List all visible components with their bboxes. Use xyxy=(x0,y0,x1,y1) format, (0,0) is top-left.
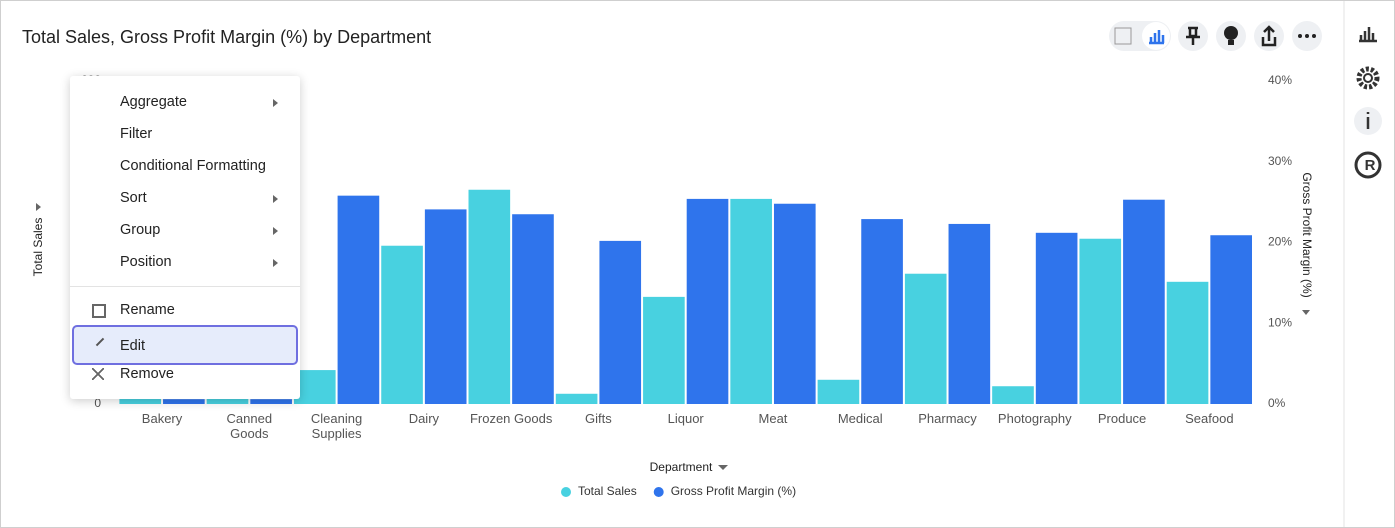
bar xyxy=(730,198,772,404)
menu-item[interactable]: Aggregate xyxy=(70,86,300,118)
x-tick-label: Dairy xyxy=(408,411,440,426)
x-axis-caret[interactable] xyxy=(718,465,728,470)
context-menu: Aggregate Filter Conditional Formatting Sor… xyxy=(70,76,300,399)
submenu-arrow xyxy=(273,227,278,235)
y-axis-caret[interactable] xyxy=(36,203,41,211)
menu-item[interactable]: Position xyxy=(70,246,300,278)
y2-tick-label: 10% xyxy=(1268,315,1292,329)
menu-item-label: Conditional Formatting xyxy=(120,158,266,174)
y2-tick-label: 40% xyxy=(1268,73,1292,87)
share-icon xyxy=(1261,25,1277,47)
bar xyxy=(599,240,642,404)
x-tick-label: Bakery xyxy=(141,411,183,426)
menu-item-label: Position xyxy=(120,254,172,270)
chart-icon[interactable] xyxy=(1149,30,1165,45)
submenu-arrow xyxy=(273,259,278,267)
x-tick-label: Gifts xyxy=(585,411,612,426)
x-tick-label: Meat xyxy=(758,411,788,426)
x-tick-label: Liquor xyxy=(667,411,704,426)
bar xyxy=(512,214,554,404)
bar xyxy=(643,296,685,404)
menu-item-label: Rename xyxy=(120,302,175,318)
dot xyxy=(1298,34,1302,38)
bar xyxy=(381,245,423,404)
menu-item[interactable]: Remove xyxy=(70,358,300,390)
menu-item[interactable]: Filter xyxy=(70,118,300,150)
x-tick-label: Photography xyxy=(997,411,1072,426)
dot xyxy=(1312,34,1316,38)
x-tick-label: Frozen Goods xyxy=(469,411,553,426)
legend-swatch xyxy=(561,487,571,497)
bar xyxy=(468,189,511,404)
rename-icon xyxy=(92,304,106,318)
bar xyxy=(1123,199,1165,404)
bar xyxy=(1210,235,1252,404)
bar xyxy=(1079,238,1122,404)
y2-axis-caret[interactable] xyxy=(1302,310,1310,315)
bar xyxy=(948,223,991,404)
bar xyxy=(163,399,205,404)
menu-item[interactable]: Conditional Formatting xyxy=(70,150,300,182)
menu-item-label: Sort xyxy=(120,190,147,206)
menu-item-label: Edit xyxy=(120,338,145,354)
bar xyxy=(206,398,249,404)
bulb-base xyxy=(1228,40,1234,45)
bar xyxy=(337,195,380,404)
y2-tick-label: 20% xyxy=(1268,235,1292,249)
sidebar-settings-core xyxy=(1363,73,1373,83)
x-tick-label: Pharmacy xyxy=(918,411,977,426)
sidebar-chart[interactable] xyxy=(1359,27,1377,43)
dot xyxy=(1305,34,1309,38)
bulb-icon xyxy=(1224,26,1238,40)
remove-icon xyxy=(92,368,104,380)
menu-item[interactable]: Edit xyxy=(70,330,300,362)
r-icon: R xyxy=(1365,157,1376,174)
bar xyxy=(293,370,336,404)
x-tick-label: Canned Goods xyxy=(226,411,273,441)
chart-title: Total Sales, Gross Profit Margin (%) by … xyxy=(22,27,431,47)
bar xyxy=(861,219,903,404)
bar xyxy=(1166,281,1209,404)
bar xyxy=(119,398,162,404)
menu-highlight xyxy=(72,325,298,365)
menu-item-label: Aggregate xyxy=(120,94,187,110)
pin-icon xyxy=(1186,26,1200,45)
y2-tick-label: 30% xyxy=(1268,154,1292,168)
legend-label: Total Sales xyxy=(578,484,637,498)
bar xyxy=(904,273,947,404)
x-tick-label: Medical xyxy=(837,411,883,426)
bar xyxy=(773,203,816,404)
sidebar-r[interactable] xyxy=(1354,151,1382,179)
x-tick-label: Cleaning Supplies xyxy=(310,411,363,441)
bar xyxy=(555,393,598,404)
menu-item[interactable]: Sort xyxy=(70,182,300,214)
submenu-arrow xyxy=(273,195,278,203)
x-tick-label: Produce xyxy=(1097,411,1147,426)
menu-divider xyxy=(70,286,300,287)
menu-item-label: Remove xyxy=(120,366,174,382)
menu-item-label: Group xyxy=(120,222,161,238)
sidebar-settings[interactable] xyxy=(1356,66,1380,90)
bar xyxy=(250,399,292,404)
y-tick-label: 0 xyxy=(94,396,101,410)
bar xyxy=(1035,232,1078,404)
legend-swatch xyxy=(653,487,664,497)
legend-label: Gross Profit Margin (%) xyxy=(671,484,796,498)
y-axis-title[interactable]: Total Sales xyxy=(31,218,45,277)
menu-item[interactable]: Rename xyxy=(70,294,300,326)
x-tick-label: Seafood xyxy=(1185,411,1234,426)
y2-tick-label: 0% xyxy=(1268,396,1286,410)
bar xyxy=(686,198,729,404)
table-icon[interactable] xyxy=(1114,27,1132,45)
bar xyxy=(424,209,467,404)
menu-item[interactable]: Group xyxy=(70,214,300,246)
bar xyxy=(992,386,1034,404)
submenu-arrow xyxy=(273,99,278,107)
y2-axis-title[interactable]: Gross Profit Margin (%) xyxy=(1300,172,1314,297)
bar xyxy=(817,379,860,404)
x-axis-title[interactable]: Department xyxy=(650,460,713,474)
menu-item-label: Filter xyxy=(120,126,153,142)
